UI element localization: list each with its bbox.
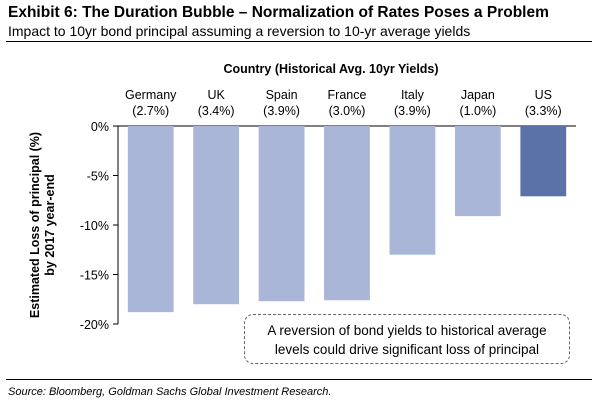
header-rule bbox=[6, 41, 592, 42]
source-note: Source: Bloomberg, Goldman Sachs Global … bbox=[8, 386, 332, 398]
y-tick-label: 0% bbox=[91, 120, 109, 134]
y-tick-label: -20% bbox=[80, 318, 109, 332]
callout-box: A reversion of bond yields to historical… bbox=[244, 314, 570, 364]
category-yield-label: (3.4%) bbox=[198, 104, 235, 118]
bar-us bbox=[520, 126, 567, 197]
category-yield-label: (3.9%) bbox=[394, 104, 431, 118]
y-tick-label: -10% bbox=[80, 219, 109, 233]
exhibit-title: Exhibit 6: The Duration Bubble – Normali… bbox=[8, 4, 549, 21]
y-axis-label-line-1: Estimated Loss of principal (%) bbox=[28, 132, 42, 318]
y-tick-label: -5% bbox=[87, 170, 109, 184]
bar-france bbox=[324, 126, 370, 301]
bar-uk bbox=[193, 126, 240, 305]
exhibit-subtitle: Impact to 10yr bond principal assuming a… bbox=[8, 23, 471, 39]
bar-japan bbox=[454, 126, 501, 217]
bar-germany bbox=[127, 126, 174, 313]
category-yield-label: (1.0%) bbox=[459, 104, 496, 118]
y-axis-label-line-2: by 2017 year-end bbox=[43, 174, 57, 275]
bar-italy bbox=[389, 126, 436, 255]
callout-line-2: levels could drive significant loss of p… bbox=[274, 342, 540, 357]
bar-spain bbox=[258, 126, 305, 302]
category-yield-label: (2.7%) bbox=[132, 104, 169, 118]
chart-title: Country (Historical Avg. 10yr Yields) bbox=[223, 62, 438, 76]
callout-line-1: A reversion of bond yields to historical… bbox=[267, 323, 547, 338]
category-label: US bbox=[535, 88, 552, 102]
category-label: Germany bbox=[125, 88, 177, 102]
category-yield-label: (3.3%) bbox=[525, 104, 562, 118]
category-yield-label: (3.0%) bbox=[329, 104, 366, 118]
category-label: Italy bbox=[401, 88, 425, 102]
footer-rule bbox=[6, 379, 592, 380]
category-label: Japan bbox=[461, 88, 495, 102]
category-label: UK bbox=[207, 88, 225, 102]
y-tick-label: -15% bbox=[80, 269, 109, 283]
category-label: France bbox=[328, 88, 367, 102]
category-label: Spain bbox=[266, 88, 298, 102]
category-yield-label: (3.9%) bbox=[263, 104, 300, 118]
